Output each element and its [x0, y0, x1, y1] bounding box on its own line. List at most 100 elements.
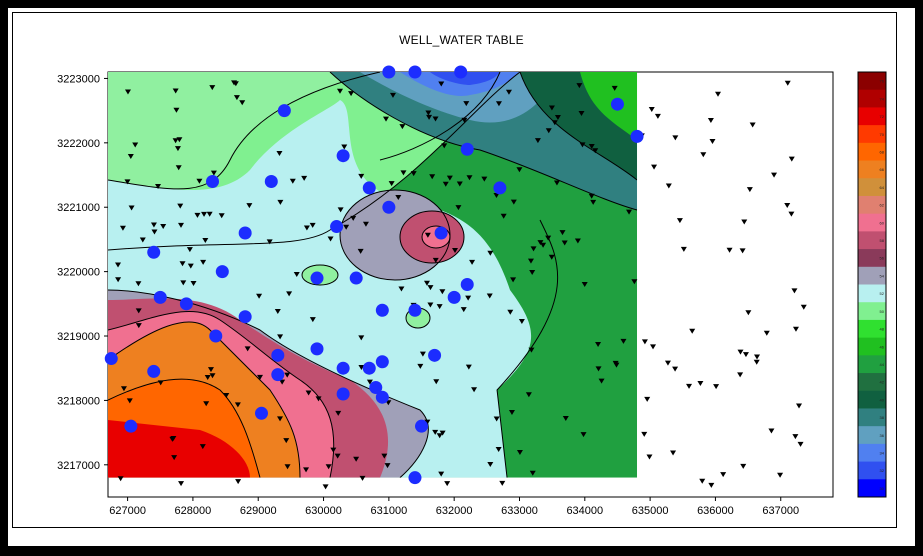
well-marker [186, 247, 193, 253]
well-marker [139, 237, 146, 243]
well-marker [173, 107, 180, 113]
legend-swatch [858, 390, 886, 409]
well-marker [465, 364, 472, 370]
well-marker [689, 328, 696, 334]
well-marker [768, 428, 775, 434]
well-marker [187, 263, 194, 269]
well-marker [232, 81, 239, 87]
well-marker [357, 248, 364, 254]
well-marker [444, 481, 451, 487]
x-tick-label: 627000 [109, 505, 146, 517]
well-marker [424, 232, 431, 238]
well-marker [537, 240, 544, 246]
x-tick-label: 633000 [501, 505, 538, 517]
well-marker [201, 211, 208, 217]
x-axis-ticks: 627000 628000 629000 630000 631000 632000 6330… [109, 497, 799, 517]
well-marker [204, 375, 211, 381]
well-point [209, 329, 223, 343]
well-marker [178, 481, 185, 487]
well-marker [239, 100, 246, 106]
legend-swatch [858, 461, 886, 480]
well-marker [469, 259, 476, 265]
well-marker [741, 219, 748, 225]
well-marker [646, 454, 653, 460]
legend-label: 52 [880, 291, 885, 296]
well-marker [381, 453, 388, 459]
well-marker [303, 225, 310, 231]
well-marker [277, 416, 284, 422]
well-marker [650, 344, 657, 350]
well-point [493, 181, 507, 195]
well-marker [341, 144, 348, 150]
well-marker [742, 352, 749, 358]
well-point [310, 271, 324, 285]
well-marker [510, 277, 517, 283]
well-marker [590, 199, 597, 205]
contour-line-4 [108, 289, 429, 478]
well-marker [322, 484, 329, 490]
well-point [382, 200, 396, 214]
well-marker [358, 335, 365, 341]
well-marker [399, 124, 406, 130]
well-markers [115, 80, 807, 490]
well-marker [777, 472, 784, 478]
x-tick-label: 629000 [240, 505, 277, 517]
well-point [310, 342, 324, 356]
contour-line-6 [108, 321, 301, 478]
well-marker [266, 239, 273, 245]
well-marker [115, 277, 122, 283]
well-marker [720, 472, 727, 478]
well-marker [348, 91, 355, 97]
well-marker [120, 386, 127, 392]
well-marker [330, 447, 337, 453]
well-marker [746, 187, 753, 193]
well-marker [150, 222, 157, 228]
legend-swatch [858, 195, 886, 215]
well-marker [353, 456, 360, 462]
well-marker [707, 118, 714, 124]
legend-label: 70 [880, 132, 885, 137]
x-tick-label: 631000 [370, 505, 407, 517]
well-marker [495, 446, 502, 452]
well-marker [398, 286, 405, 292]
well-marker [309, 317, 316, 323]
well-marker [429, 174, 436, 180]
well-marker [283, 438, 290, 444]
well-marker [460, 307, 467, 313]
well-point [349, 271, 363, 285]
well-point [460, 278, 474, 291]
well-point [238, 310, 252, 324]
well-point [460, 142, 474, 156]
well-marker [620, 338, 627, 344]
well-marker [508, 410, 515, 416]
well-marker [335, 410, 342, 416]
well-marker [334, 453, 341, 459]
well-marker [196, 178, 203, 184]
well-marker [739, 248, 746, 254]
well-point [408, 303, 422, 317]
well-marker [175, 165, 182, 171]
x-tick-label: 634000 [566, 505, 603, 517]
well-marker [499, 480, 506, 486]
legend-swatch [858, 408, 886, 427]
well-marker [672, 135, 679, 141]
well-marker [436, 304, 443, 310]
well-marker [343, 224, 350, 230]
well-marker [202, 238, 209, 244]
well-marker [754, 354, 761, 360]
legend-label: 62 [880, 203, 885, 208]
well-marker [124, 89, 131, 95]
well-marker [588, 143, 595, 149]
well-point [238, 226, 252, 240]
well-marker [157, 380, 164, 386]
well-marker [631, 279, 638, 285]
well-marker [432, 257, 439, 263]
well-marker [579, 142, 586, 148]
legend-swatch [858, 213, 886, 232]
well-marker [432, 429, 439, 435]
well-marker [207, 367, 214, 373]
well-marker [598, 378, 605, 384]
legend-label: 40 [880, 397, 885, 402]
well-marker [493, 193, 500, 199]
legend-label: 76 [880, 79, 885, 84]
